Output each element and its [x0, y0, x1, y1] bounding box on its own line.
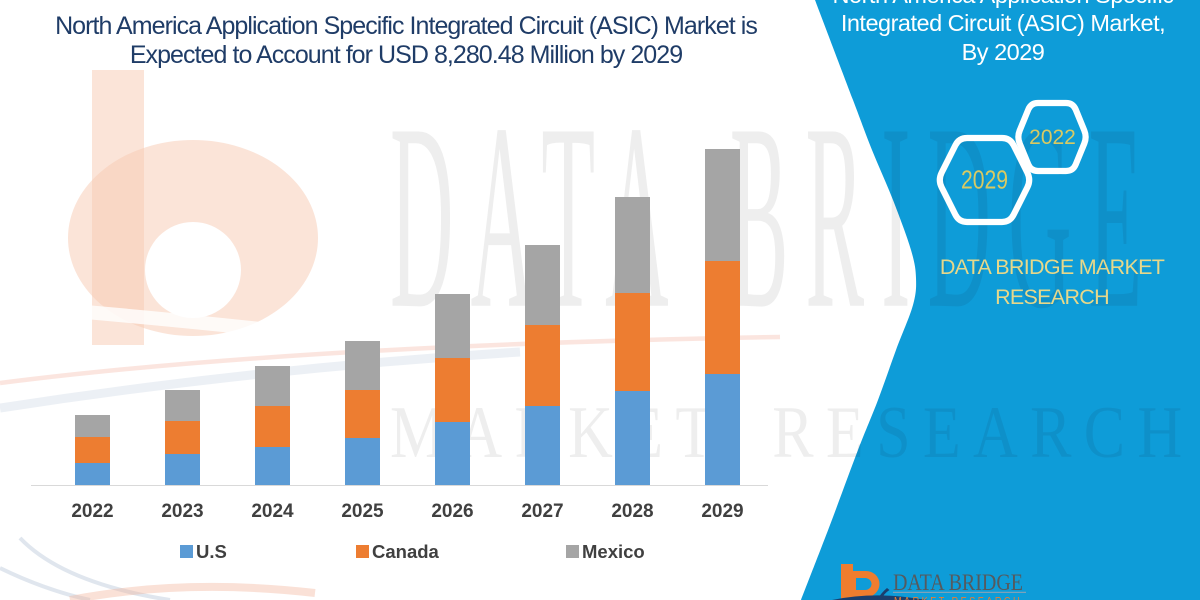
- svg-text:2029: 2029: [961, 165, 1008, 195]
- svg-text:MARKET RESEARCH: MARKET RESEARCH: [894, 596, 1022, 600]
- svg-text:2022: 2022: [1029, 126, 1076, 149]
- svg-text:DATA BRIDGE: DATA BRIDGE: [893, 570, 1023, 595]
